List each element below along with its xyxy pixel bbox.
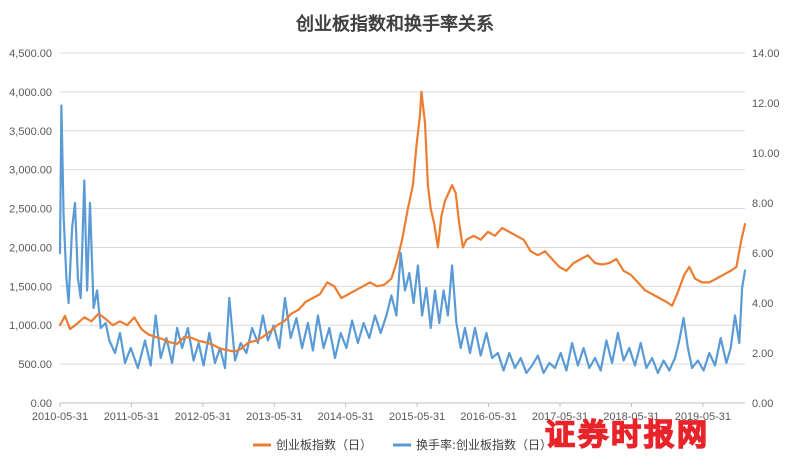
x-tick-label: 2013-05-31 (246, 411, 302, 423)
y-right-tick-label: 0.00 (752, 398, 773, 410)
x-axis: 2010-05-31 2011-05-31 2012-05-31 2013-05-31… (32, 403, 731, 423)
y-right-tick-label: 4.00 (752, 298, 773, 310)
x-tick-label: 2017-05-31 (532, 411, 588, 423)
y-left-tick-label: 2,000.00 (9, 242, 52, 254)
y-right-tick-label: 12.00 (752, 98, 780, 110)
x-tick-label: 2014-05-31 (318, 411, 374, 423)
index-line (58, 90, 747, 353)
y-left-tick-label: 1,000.00 (9, 320, 52, 332)
y-right-tick-label: 8.00 (752, 198, 773, 210)
y-left-tick-label: 0.00 (31, 398, 52, 410)
y-axis-right: 0.00 2.00 4.00 6.00 8.00 10.00 12.00 14.00 (752, 48, 780, 410)
y-left-tick-label: 4,000.00 (9, 87, 52, 99)
x-tick-label: 2019-05-31 (675, 411, 731, 423)
y-left-tick-label: 4,500.00 (9, 48, 52, 60)
legend: 创业板指数（日） 换手率:创业板指数（日） (253, 437, 552, 452)
y-left-tick-label: 3,000.00 (9, 165, 52, 177)
x-tick-label: 2011-05-31 (104, 411, 159, 423)
y-left-tick-label: 500.00 (18, 359, 52, 371)
y-right-tick-label: 2.00 (752, 348, 773, 360)
y-right-tick-label: 10.00 (752, 148, 780, 160)
gridlines (60, 52, 745, 404)
watermark: 证券时报网 (545, 418, 710, 453)
x-tick-label: 2015-05-31 (389, 411, 445, 423)
y-left-tick-label: 2,500.00 (9, 204, 52, 216)
x-tick-label: 2012-05-31 (175, 411, 231, 423)
legend-label: 换手率:创业板指数（日） (416, 437, 552, 452)
x-tick-label: 2010-05-31 (32, 411, 88, 423)
legend-label: 创业板指数（日） (276, 437, 372, 452)
y-axis-left: 0.00 500.00 1,000.00 1,500.00 2,000.00 2,500.… (9, 48, 52, 410)
x-tick-label: 2016-05-31 (460, 411, 516, 423)
turnover-rate-line (58, 104, 747, 375)
x-tick-label: 2018-05-31 (603, 411, 659, 423)
chart-title: 创业板指数和换手率关系 (295, 13, 494, 35)
series-group (58, 90, 747, 375)
y-right-tick-label: 14.00 (752, 48, 780, 60)
y-right-tick-label: 6.00 (752, 248, 773, 260)
y-left-tick-label: 3,500.00 (9, 126, 52, 138)
y-left-tick-label: 1,500.00 (9, 281, 52, 293)
